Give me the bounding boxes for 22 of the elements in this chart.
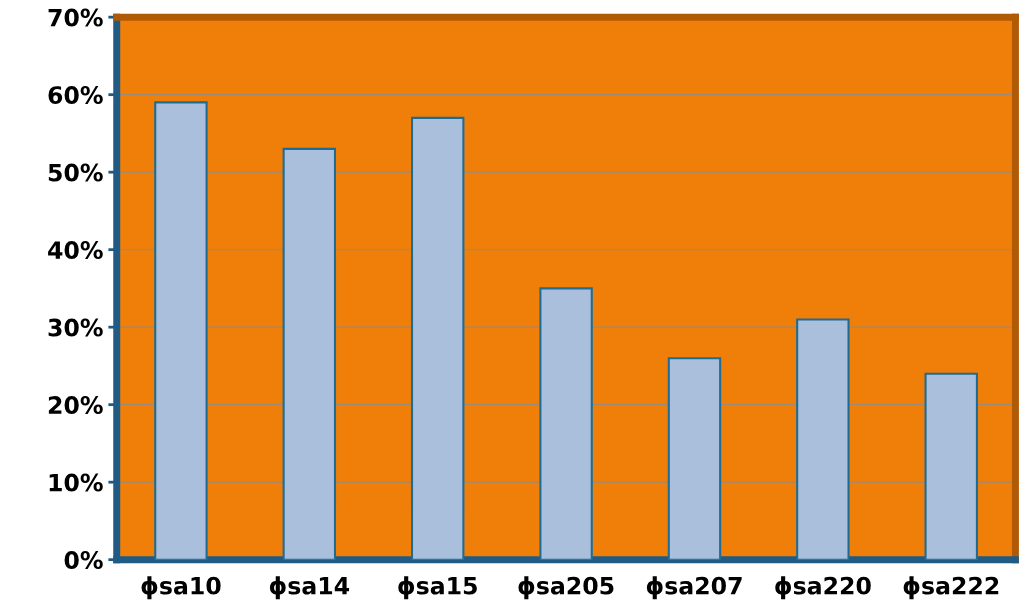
y-tick-label: 30%	[48, 318, 103, 337]
x-tick-label: ϕsa14	[269, 576, 350, 600]
bar	[539, 287, 593, 560]
y-tick-label: 40%	[48, 241, 103, 259]
x-tick-label: ϕsa220	[775, 576, 871, 600]
y-tick-label: 60%	[48, 86, 103, 104]
y-tick-label: 50%	[48, 163, 103, 182]
x-tick-label: ϕsa15	[398, 576, 477, 600]
bar	[410, 116, 465, 560]
x-tick-label: ϕsa207	[646, 576, 742, 600]
x-tick-label: ϕsa205	[518, 576, 614, 600]
bar	[154, 101, 208, 560]
y-tick-label: 70%	[48, 8, 103, 27]
y-tick-label: 10%	[49, 473, 103, 492]
y-tick-label: 20%	[48, 396, 103, 414]
bar	[796, 318, 850, 560]
y-tick-label: 0%	[64, 551, 103, 569]
x-tick-label: ϕsa10	[141, 576, 221, 600]
bar	[924, 372, 978, 560]
bar	[282, 147, 337, 560]
bar	[667, 357, 722, 560]
x-tick-label: ϕsa222	[903, 576, 999, 600]
